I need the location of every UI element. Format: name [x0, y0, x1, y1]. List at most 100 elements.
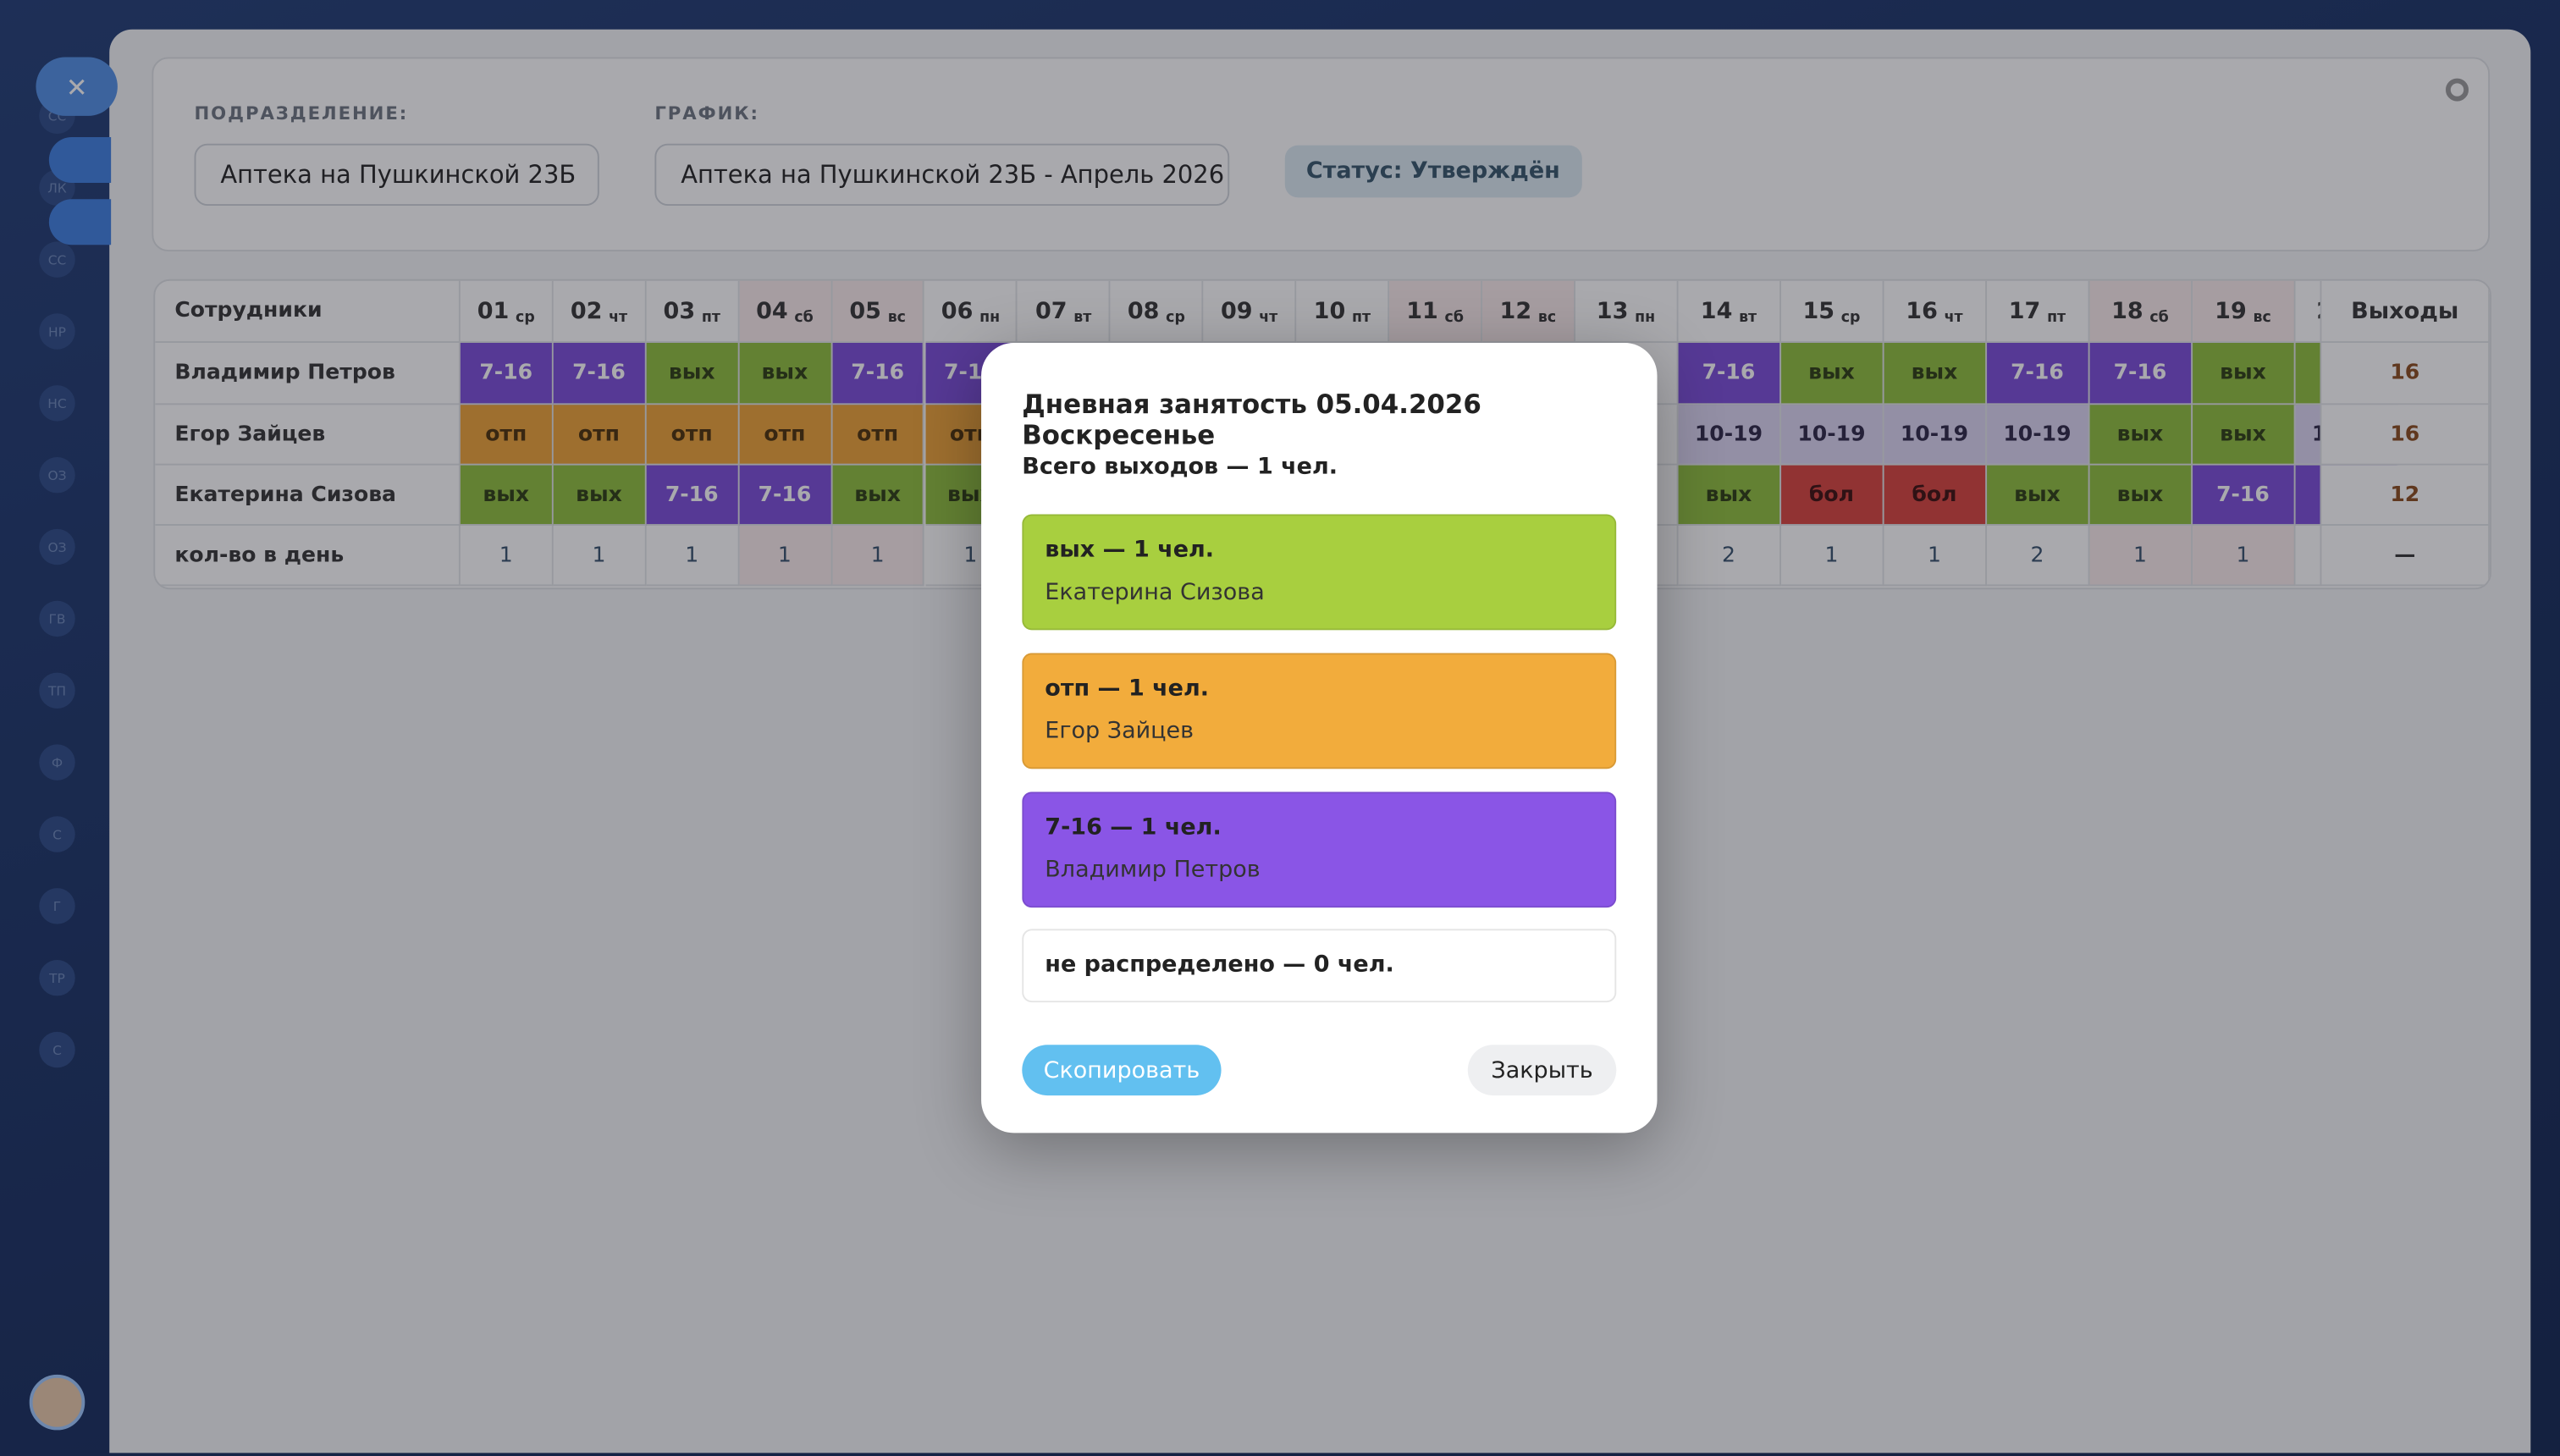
- day-header[interactable]: 04 сб: [739, 280, 832, 343]
- shift-cell[interactable]: 10-19: [1884, 405, 1987, 466]
- day-number: 06: [941, 297, 974, 324]
- header-cell: Сотрудники: [155, 280, 461, 343]
- schedule-select[interactable]: Аптека на Пушкинской 23Б - Апрель 2026: [654, 143, 1230, 206]
- sidebar-item[interactable]: Г: [39, 888, 75, 924]
- shift-cell[interactable]: 7-16: [553, 342, 647, 405]
- day-header[interactable]: 01 ср: [460, 280, 554, 343]
- sidebar-item[interactable]: Ф: [39, 744, 75, 780]
- settings-icon[interactable]: [2445, 78, 2469, 102]
- day-header[interactable]: 03 пт: [646, 280, 740, 343]
- shift-cell[interactable]: 7-16: [460, 342, 554, 405]
- day-number: 10: [1313, 297, 1346, 324]
- shift-cell[interactable]: 7-16: [1986, 342, 2090, 405]
- shift-cell[interactable]: отп: [739, 405, 832, 466]
- day-count: 1: [2192, 525, 2296, 587]
- day-header[interactable]: 13 пн: [1575, 280, 1679, 343]
- sidebar-item[interactable]: ТР: [39, 959, 75, 996]
- shift-cell[interactable]: вых: [1986, 465, 2090, 526]
- shift-cell[interactable]: отп: [831, 405, 925, 466]
- day-header[interactable]: 11 сб: [1389, 280, 1482, 343]
- shift-cell[interactable]: отп: [646, 405, 740, 466]
- shift-cell[interactable]: 7-16: [2192, 465, 2296, 526]
- day-number: 07: [1034, 297, 1068, 324]
- sidebar-item[interactable]: ОЗ: [39, 456, 75, 494]
- day-header[interactable]: 16 чт: [1884, 280, 1987, 343]
- day-header[interactable]: 07 вт: [1018, 280, 1111, 343]
- shift-cell[interactable]: вых: [460, 465, 554, 526]
- shift-cell[interactable]: вых: [1678, 465, 1781, 526]
- day-count: 1: [1884, 525, 1987, 587]
- shift-cell[interactable]: вых: [1780, 342, 1884, 405]
- weekday: ср: [1166, 309, 1185, 326]
- weekday: вс: [2253, 309, 2271, 326]
- shift-cell[interactable]: вых: [2192, 405, 2296, 466]
- shift-cell[interactable]: вых: [831, 465, 925, 526]
- sidebar-item[interactable]: НС: [39, 385, 75, 422]
- weekday: чт: [1944, 309, 1963, 326]
- avatar[interactable]: [29, 1374, 86, 1431]
- day-number: 13: [1596, 297, 1629, 324]
- day-header[interactable]: 05 вс: [831, 280, 925, 343]
- shift-cell[interactable]: вых: [646, 342, 740, 405]
- day-count: 2: [1678, 525, 1781, 587]
- day-header[interactable]: 08 ср: [1111, 280, 1204, 343]
- day-header[interactable]: 09 чт: [1203, 280, 1297, 343]
- shift-cell[interactable]: 7-16: [831, 342, 925, 405]
- shift-cell[interactable]: вых: [2089, 405, 2193, 466]
- sidebar-item[interactable]: ТП: [39, 672, 75, 709]
- day-header[interactable]: 15 ср: [1780, 280, 1884, 343]
- shift-cell[interactable]: вых: [553, 465, 647, 526]
- sidebar-item[interactable]: ОЗ: [39, 528, 75, 565]
- day-count: 1: [460, 525, 554, 587]
- shift-cell[interactable]: 10-19: [1780, 405, 1884, 466]
- weekday: вс: [887, 309, 906, 326]
- day-number: 03: [663, 297, 696, 324]
- shift-cell[interactable]: вых: [1884, 342, 1987, 405]
- day-number: 02: [570, 297, 603, 324]
- shift-cell[interactable]: бол: [1884, 465, 1987, 526]
- division-select[interactable]: Аптека на Пушкинской 23Б: [194, 143, 599, 206]
- shift-cell[interactable]: бол: [1780, 465, 1884, 526]
- shift-cell[interactable]: вых: [2192, 342, 2296, 405]
- shift-cell[interactable]: 7-16: [2089, 342, 2193, 405]
- weekday: вт: [1073, 309, 1092, 326]
- total-cell: —: [2320, 525, 2491, 587]
- shift-cell[interactable]: вых: [2089, 465, 2193, 526]
- sidebar-item[interactable]: СС: [39, 241, 75, 278]
- group-title: 7-16 — 1 чел.: [1045, 814, 1222, 841]
- day-header[interactable]: 14 вт: [1678, 280, 1781, 343]
- shift-cell[interactable]: отп: [553, 405, 647, 466]
- shift-cell[interactable]: 7-16: [1678, 342, 1781, 405]
- shift-cell[interactable]: вых: [739, 342, 832, 405]
- shift-cell[interactable]: 7-16: [646, 465, 740, 526]
- day-header[interactable]: 17 пт: [1986, 280, 2090, 343]
- shift-cell[interactable]: 10-19: [1678, 405, 1781, 466]
- occupancy-group: вых — 1 чел. Екатерина Сизова: [1022, 514, 1617, 631]
- day-header[interactable]: 02 чт: [553, 280, 647, 343]
- shift-cell[interactable]: 7-16: [739, 465, 832, 526]
- shift-cell[interactable]: 10-19: [1986, 405, 2090, 466]
- division-label: ПОДРАЗДЕЛЕНИЕ:: [194, 102, 409, 124]
- employee-name: Екатерина Сизова: [155, 465, 461, 526]
- sidebar-item[interactable]: НР: [39, 313, 75, 350]
- open-new[interactable]: [48, 199, 112, 245]
- copy-link[interactable]: [48, 136, 112, 183]
- weekday: пт: [2047, 309, 2066, 326]
- employee-name: кол-во в день: [155, 525, 461, 587]
- day-header[interactable]: 06 пн: [924, 280, 1018, 343]
- day-header[interactable]: 12 вс: [1481, 280, 1575, 343]
- weekday: пн: [1635, 309, 1656, 326]
- sidebar-item[interactable]: С: [39, 1031, 75, 1068]
- modal-total: Всего выходов — 1 чел.: [1022, 454, 1338, 480]
- day-number: 19: [2215, 297, 2247, 324]
- day-header[interactable]: 18 сб: [2089, 280, 2193, 343]
- shift-cell[interactable]: отп: [460, 405, 554, 466]
- close-slider[interactable]: ✕: [36, 57, 118, 116]
- close-button[interactable]: Закрыть: [1467, 1045, 1617, 1096]
- day-header[interactable]: 10 пт: [1296, 280, 1390, 343]
- sidebar-item[interactable]: С: [39, 816, 75, 852]
- sidebar-item[interactable]: ГВ: [39, 600, 75, 637]
- copy-button[interactable]: Скопировать: [1022, 1045, 1222, 1096]
- day-header[interactable]: 19 вс: [2192, 280, 2296, 343]
